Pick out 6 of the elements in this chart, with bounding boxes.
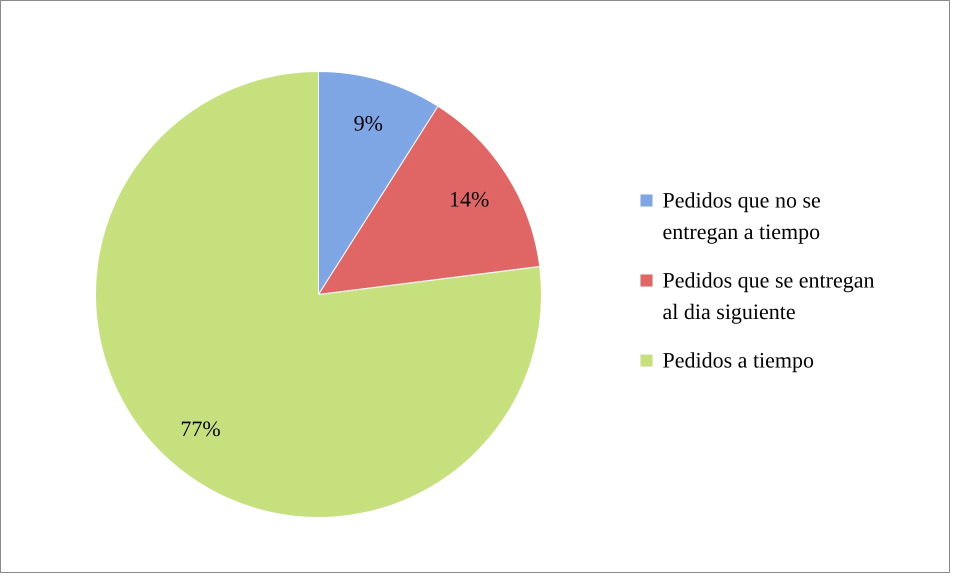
legend-label: Pedidos que no se entregan a tiempo (662, 188, 821, 244)
legend-label: Pedidos que se entregan al dia siguiente (662, 268, 874, 324)
data-label: 14% (448, 186, 490, 212)
data-label: 77% (180, 416, 221, 441)
legend-label: Pedidos a tiempo (662, 348, 814, 372)
data-label: 9% (354, 110, 383, 136)
